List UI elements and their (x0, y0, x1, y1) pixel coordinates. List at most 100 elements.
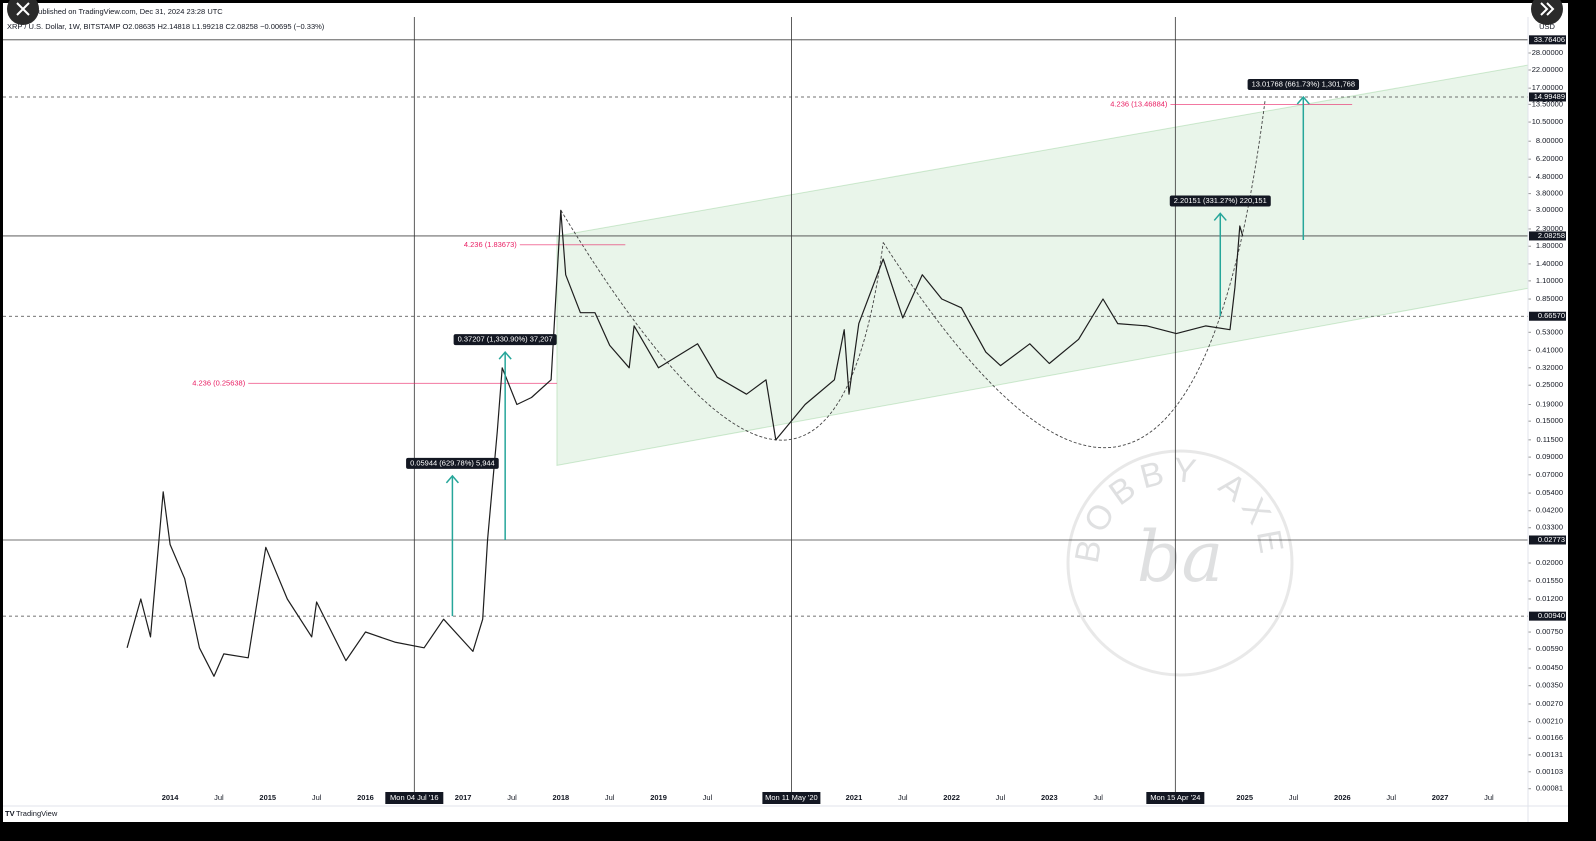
x-tick-label: Jul (1093, 793, 1103, 802)
y-tick-label: 0.00270 (1536, 699, 1563, 708)
y-tick-label: 0.53000 (1536, 327, 1563, 336)
fib-label: 4.236 (13.46884) (1110, 100, 1168, 109)
x-tick-label: 2017 (455, 793, 472, 802)
y-tick-label: 0.41000 (1536, 345, 1563, 354)
y-tick-label: 22.00000 (1532, 65, 1563, 74)
fib-label: 4.236 (0.25638) (192, 378, 245, 387)
y-tick-label: 1.40000 (1536, 259, 1563, 268)
expand-button[interactable] (1531, 0, 1563, 25)
y-tick-label: 0.02000 (1536, 558, 1563, 567)
date-marker-box (1146, 792, 1205, 804)
y-tick-label: 0.00131 (1536, 750, 1563, 759)
expand-circle[interactable] (1531, 0, 1563, 25)
y-tick-label: 0.00590 (1536, 644, 1563, 653)
y-tick-label: 0.01550 (1536, 576, 1563, 585)
x-tick-label: Jul (507, 793, 517, 802)
level-box (1529, 535, 1566, 545)
x-tick-label: Jul (1386, 793, 1396, 802)
level-label: 0.02773 (1538, 535, 1565, 544)
expand-icon[interactable] (1540, 2, 1555, 16)
y-tick-label: 4.80000 (1536, 172, 1563, 181)
level-label: 33.76406 (1534, 35, 1565, 44)
y-tick-label: 0.09000 (1536, 452, 1563, 461)
chart-title: published on TradingView.com, Dec 31, 20… (34, 7, 223, 16)
y-tick-label: 17.00000 (1532, 83, 1563, 92)
fib-label: 4.236 (1.83673) (464, 240, 517, 249)
x-tick-label: 2018 (553, 793, 570, 802)
y-tick-label: 10.50000 (1532, 117, 1563, 126)
y-tick-label: 6.20000 (1536, 154, 1563, 163)
measure-label: 0.37207 (1,330.90%) 37,207 (458, 335, 553, 344)
date-marker-box (385, 792, 444, 804)
measure-box (453, 334, 557, 346)
x-tick-label: Jul (996, 793, 1006, 802)
x-tick-label: 2025 (1236, 793, 1253, 802)
y-tick-label: 2.30000 (1536, 224, 1563, 233)
y-tick-label: 13.50000 (1532, 99, 1563, 108)
y-tick-label: 0.00450 (1536, 663, 1563, 672)
y-tick-label: 0.00103 (1536, 767, 1563, 776)
level-label: 2.08258 (1538, 231, 1565, 240)
measure-arrow-head (445, 474, 459, 484)
y-tick-label: 0.32000 (1536, 363, 1563, 372)
x-tick-label: 2022 (943, 793, 960, 802)
y-tick-label: 0.15000 (1536, 416, 1563, 425)
x-tick-label: 2015 (259, 793, 276, 802)
y-tick-label: 0.11500 (1536, 435, 1563, 444)
x-tick-label: Jul (1484, 793, 1494, 802)
y-tick-label: 3.80000 (1536, 189, 1563, 198)
level-box (1529, 311, 1566, 321)
y-tick-label: 0.03300 (1536, 523, 1563, 532)
x-tick-label: 2021 (846, 793, 863, 802)
x-tick-label: Jul (605, 793, 615, 802)
measure-box (1169, 195, 1271, 207)
y-tick-label: 8.00000 (1536, 136, 1563, 145)
x-tick-label: Jul (1289, 793, 1299, 802)
y-tick-label: 0.01200 (1536, 594, 1563, 603)
chart-subtitle: XRP / U.S. Dollar, 1W, BITSTAMP O2.08635… (7, 22, 325, 31)
close-button[interactable] (7, 0, 39, 25)
watermark-monogram: ba (1137, 516, 1224, 598)
measure-label: 2.20151 (331.27%) 220,151 (1174, 196, 1267, 205)
x-tick-label: 2016 (357, 793, 374, 802)
y-tick-label: 3.00000 (1536, 205, 1563, 214)
close-circle[interactable] (7, 0, 39, 25)
panel (3, 3, 1568, 822)
y-tick-label: 0.07000 (1536, 470, 1563, 479)
y-tick-label: 28.00000 (1532, 48, 1563, 57)
level-label: 14.99489 (1534, 92, 1565, 101)
x-tick-label: Jul (703, 793, 713, 802)
y-tick-label: 0.00350 (1536, 681, 1563, 690)
y-tick-label: 0.00166 (1536, 733, 1563, 742)
date-marker-label: Mon 04 Jul '16 (390, 793, 439, 802)
level-label: 0.66570 (1538, 311, 1565, 320)
y-tick-label: 1.10000 (1536, 276, 1563, 285)
currency: USD (1539, 22, 1555, 31)
y-tick-label: 1.80000 (1536, 241, 1563, 250)
x-tick-label: Jul (312, 793, 322, 802)
date-marker-box (762, 792, 821, 804)
measure-box (406, 457, 499, 469)
measure-label: 0.05944 (629.78%) 5,944 (410, 458, 495, 467)
measure-box (1247, 79, 1360, 91)
x-tick-label: 2026 (1334, 793, 1351, 802)
price-line (126, 209, 1244, 677)
close-icon[interactable] (16, 2, 30, 16)
y-tick-label: 0.05400 (1536, 488, 1563, 497)
measure-arrow-head (498, 350, 512, 360)
x-tick-label: Jul (214, 793, 224, 802)
watermark-ring (1066, 449, 1294, 677)
measure-arrow-head (1213, 212, 1227, 221)
y-tick-label: 0.00210 (1536, 717, 1563, 726)
date-marker-label: Mon 11 May '20 (765, 793, 818, 802)
y-tick-label: 0.00081 (1536, 784, 1563, 793)
level-box (1529, 231, 1566, 241)
level-box (1529, 92, 1566, 102)
x-tick-label: 2023 (1041, 793, 1058, 802)
x-tick-label: 2014 (162, 793, 180, 802)
measure-label: 13.01768 (661.73%) 1,301,768 (1252, 80, 1355, 89)
y-tick-label: 0.25000 (1536, 380, 1563, 389)
x-tick-label: 2019 (650, 793, 667, 802)
